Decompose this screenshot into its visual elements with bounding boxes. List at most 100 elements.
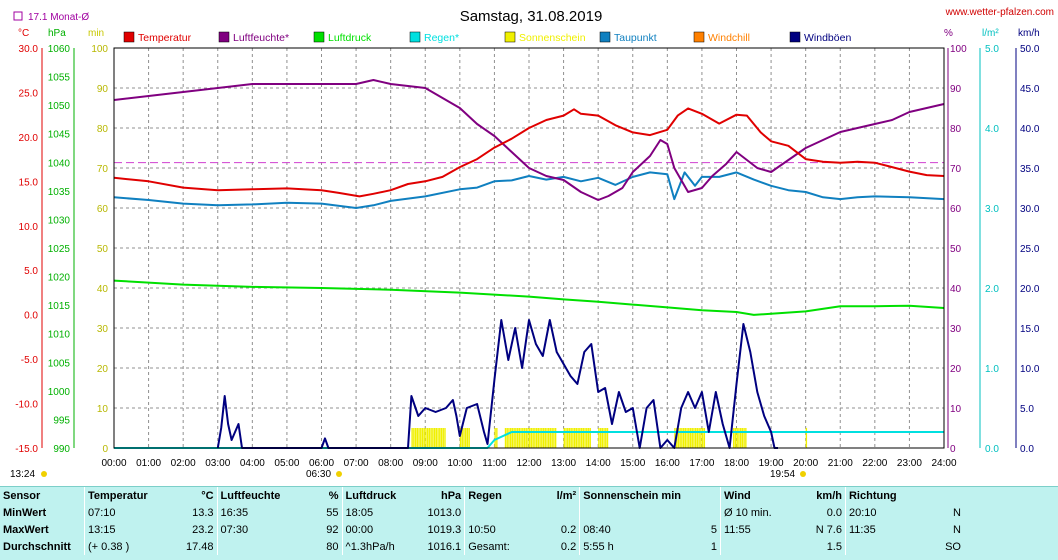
cell-value	[543, 504, 580, 521]
sunshine-bar	[416, 428, 419, 448]
sunshine-bar	[736, 428, 738, 448]
temp-tick-label: 10.0	[19, 222, 39, 233]
cell-time: 5:55 h	[579, 538, 684, 555]
cell-time: ^1.3hPa/h	[341, 538, 425, 555]
sunshine-bar	[582, 428, 585, 448]
cell-time: 07:10	[84, 504, 183, 521]
cell-time	[844, 538, 918, 555]
rain-tick-label: 4.0	[985, 124, 999, 135]
unit-hpa: hPa	[48, 28, 66, 39]
sunshine-bar	[439, 428, 441, 448]
pct-tick-label: 90	[950, 84, 962, 95]
sunshine-bar	[587, 428, 590, 448]
sunset-label: 19:54	[770, 469, 795, 480]
legend-swatch	[123, 31, 135, 43]
sunshine-bar	[548, 428, 550, 448]
plot-frame	[113, 47, 945, 449]
sunshine-bar	[601, 428, 604, 448]
sunshine-bar	[684, 428, 687, 448]
wind-tick-label: 45.0	[1020, 84, 1040, 95]
sunshine-bar	[418, 428, 420, 448]
sunshine-bar	[511, 428, 514, 448]
statistics-table: Sensor Temperatur °C Luftfeuchte % Luftd…	[0, 486, 1058, 560]
temp-tick-label: 15.0	[19, 177, 39, 188]
cell-value: 23.2	[192, 523, 214, 536]
hdr-richtung: Richtung	[844, 487, 918, 504]
wind-tick-label: 40.0	[1020, 124, 1040, 135]
temp-tick-label: -5.0	[21, 355, 39, 366]
sunrise-sun-icon	[336, 471, 342, 477]
cell-time: (+ 0.38 )	[84, 538, 183, 555]
min-tick-label: 20	[97, 364, 109, 375]
sunshine-bar	[693, 428, 695, 448]
sunshine-bar	[674, 428, 676, 448]
series-line-luftfeuchte	[113, 79, 945, 201]
sunshine-bar	[733, 428, 735, 448]
site-link[interactable]: www.wetter-pfalzen.com	[945, 7, 1054, 18]
hdr-luftfeuchte-unit: %	[328, 489, 339, 502]
sunshine-bar	[577, 428, 579, 448]
temp-tick-label: -10.0	[15, 400, 38, 411]
unit-temp: °C	[18, 28, 29, 39]
sunshine-bar	[515, 428, 517, 448]
min-tick-label: 80	[97, 124, 109, 135]
legend-swatch	[599, 31, 611, 43]
sunshine-bar	[573, 428, 576, 448]
cell-time: 20:10	[844, 504, 918, 521]
daylength-label: 13:24	[10, 469, 35, 480]
sunset-sun-icon	[800, 471, 806, 477]
x-tick-label: 07:00	[344, 458, 369, 469]
rain-tick-label: 3.0	[985, 204, 999, 215]
cell-value: 0.0	[826, 506, 842, 519]
x-tick-label: 21:00	[828, 458, 853, 469]
series-line-luftdruck	[113, 279, 945, 316]
series-line-temperatur	[113, 107, 945, 198]
sunshine-bar	[509, 428, 512, 448]
sunshine-bar	[689, 428, 692, 448]
x-tick-label: 15:00	[620, 458, 645, 469]
sunshine-bar	[508, 428, 510, 448]
min-tick-label: 10	[97, 404, 109, 415]
sunshine-bar	[426, 428, 429, 448]
pct-tick-label: 80	[950, 124, 962, 135]
cell-time	[216, 538, 322, 555]
row-label: Durchschnitt	[3, 540, 71, 553]
x-tick-label: 17:00	[689, 458, 714, 469]
x-tick-label: 24:00	[931, 458, 956, 469]
sunshine-bar	[739, 428, 742, 448]
cell-value: 0.2	[560, 523, 577, 536]
sunshine-bar	[530, 428, 533, 448]
sunshine-bar	[572, 428, 574, 448]
min-tick-label: 90	[97, 84, 109, 95]
sunshine-bar	[805, 428, 808, 448]
sunshine-bar	[534, 428, 536, 448]
unit-wind: km/h	[1018, 28, 1040, 39]
pct-tick-label: 10	[950, 404, 962, 415]
min-tick-label: 70	[97, 164, 109, 175]
sunshine-bar	[703, 428, 706, 448]
x-tick-label: 11:00	[482, 458, 507, 469]
sunshine-bar	[686, 428, 688, 448]
sunshine-bar	[425, 428, 427, 448]
legend-swatch	[789, 31, 801, 43]
sunshine-bar	[518, 428, 521, 448]
temp-tick-label: 30.0	[19, 44, 39, 55]
cell-value: 1.5	[826, 540, 842, 553]
sunshine-bar	[433, 428, 436, 448]
sunshine-bar	[465, 428, 467, 448]
sunshine-bar	[420, 428, 422, 448]
x-tick-label: 20:00	[793, 458, 818, 469]
x-tick-label: 00:00	[101, 458, 126, 469]
sunshine-bar	[444, 428, 446, 448]
sunshine-bar	[695, 428, 697, 448]
stats-row-avg: Durchschnitt (+ 0.38 ) 17.48 80 ^1.3hPa/h…	[0, 538, 964, 555]
hpa-tick-label: 990	[53, 444, 70, 455]
sunshine-bar	[688, 428, 690, 448]
sunshine-bar	[442, 428, 444, 448]
legend-label: Regen*	[424, 32, 459, 44]
sunshine-bar	[568, 428, 571, 448]
wind-tick-label: 50.0	[1020, 44, 1040, 55]
pct-tick-label: 20	[950, 364, 962, 375]
sunshine-bar	[599, 428, 602, 448]
